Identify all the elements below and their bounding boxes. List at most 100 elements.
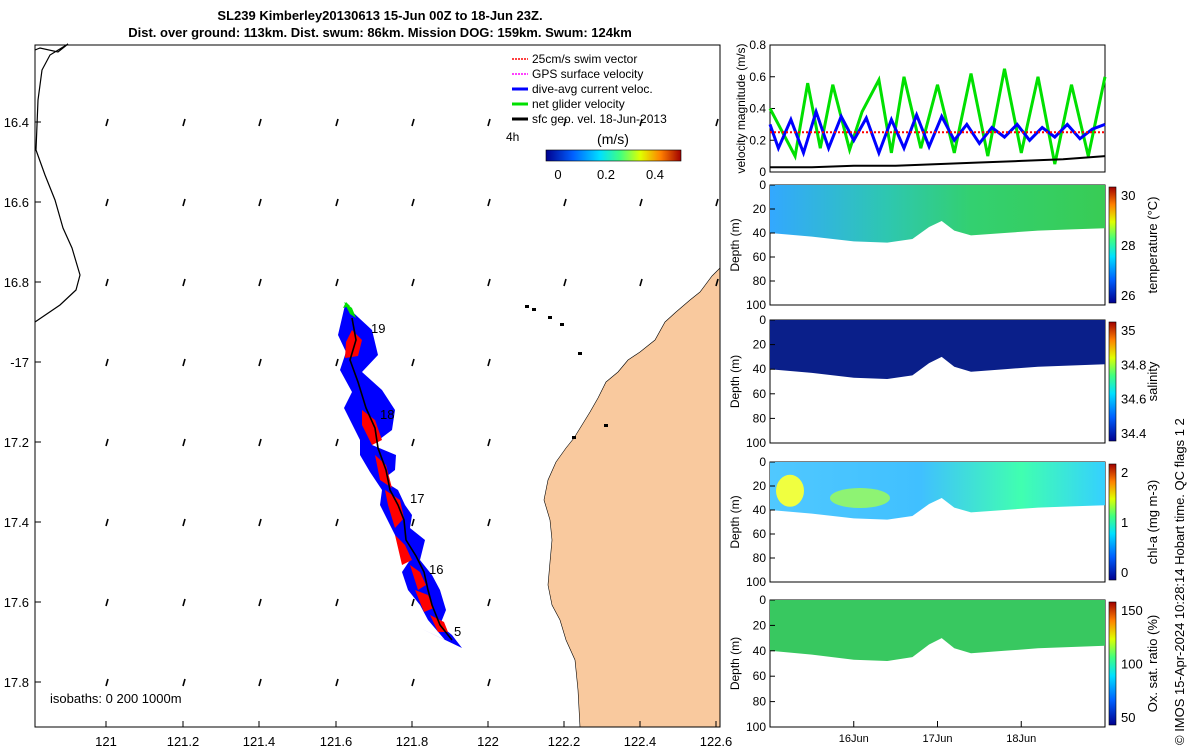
surface-velocity-arrow — [563, 278, 567, 287]
surface-velocity-arrow — [258, 118, 262, 127]
colorbar-tick-label: 50 — [1121, 710, 1135, 725]
surface-velocity-arrow — [715, 198, 719, 207]
section-data-fill — [770, 185, 1105, 243]
glider-track — [349, 317, 453, 641]
depth-tick-label: 0 — [759, 593, 766, 607]
surface-velocity-arrow — [411, 358, 415, 367]
map-x-tick-label: 122.6 — [700, 734, 733, 749]
colorbar-tick-label: 0.2 — [597, 167, 615, 182]
surface-velocity-arrow — [182, 358, 186, 367]
colorbar-label: chl-a (mg m-3) — [1145, 480, 1160, 565]
depth-axis-label: Depth (m) — [728, 218, 742, 271]
section-colorbar — [1108, 601, 1117, 726]
surface-velocity-arrow — [411, 518, 415, 527]
depth-tick-label: 100 — [746, 720, 766, 734]
surface-velocity-arrow — [258, 198, 262, 207]
surface-velocity-arrow — [182, 518, 186, 527]
surface-velocity-arrow — [487, 278, 491, 287]
map-y-tick-label: 16.8 — [4, 275, 29, 290]
depth-tick-label: 60 — [753, 527, 767, 541]
swim-vector-patch — [395, 535, 412, 565]
velocity-y-tick-label: 0 — [759, 165, 766, 179]
depth-tick-label: 60 — [753, 250, 767, 264]
island — [525, 305, 529, 308]
legend-entry: dive-avg current veloc. — [532, 82, 653, 96]
surface-velocity-arrow — [182, 678, 186, 687]
chl-high-patch — [776, 474, 804, 507]
surface-velocity-arrow — [411, 598, 415, 607]
colorbar-label: temperature (°C) — [1145, 197, 1160, 294]
surface-velocity-arrow — [335, 358, 339, 367]
legend-entry: net glider velocity — [532, 97, 625, 111]
title-line-1: SL239 Kimberley20130613 15-Jun 00Z to 18… — [217, 8, 543, 23]
day-label: 16 — [429, 562, 443, 577]
velocity-y-axis-label: velocity magnitude (m/s) — [734, 43, 748, 173]
map-x-tick-label: 121 — [95, 734, 117, 749]
velocity-y-tick-label: 0.8 — [749, 38, 766, 52]
velocity-y-tick-label: 0.6 — [749, 70, 766, 84]
depth-tick-label: 20 — [753, 618, 767, 632]
surface-velocity-arrow — [258, 518, 262, 527]
colorbar-tick-label: 0 — [554, 167, 561, 182]
surface-velocity-arrow — [411, 118, 415, 127]
island — [532, 308, 536, 311]
surface-velocity-arrow — [105, 438, 109, 447]
surface-velocity-arrow — [258, 358, 262, 367]
surface-velocity-arrow — [105, 518, 109, 527]
depth-axis-label: Depth (m) — [728, 495, 742, 548]
surface-velocity-arrow — [258, 278, 262, 287]
surface-velocity-arrow — [258, 438, 262, 447]
surface-velocity-arrow — [639, 198, 643, 207]
surface-velocity-arrow — [411, 678, 415, 687]
surface-velocity-arrow — [487, 198, 491, 207]
depth-tick-label: 20 — [753, 338, 767, 352]
depth-tick-label: 100 — [746, 436, 766, 450]
surface-velocity-arrow — [487, 358, 491, 367]
colorbar-tick-label: 34.8 — [1121, 357, 1146, 372]
velocity-y-tick-label: 0.2 — [749, 133, 766, 147]
depth-tick-label: 100 — [746, 575, 766, 589]
island — [578, 352, 582, 355]
swim-vector-patch — [410, 565, 426, 590]
time-x-tick-label: 16Jun — [839, 733, 869, 745]
surface-velocity-arrow — [411, 438, 415, 447]
swim-vector-patch — [385, 490, 404, 528]
swim-vector-patch — [415, 590, 434, 612]
landmass — [543, 267, 721, 728]
time-x-tick-label: 18Jun — [1006, 733, 1036, 745]
surface-velocity-arrow — [639, 278, 643, 287]
surface-velocity-arrow — [715, 278, 719, 287]
map-y-tick-label: 16.4 — [4, 115, 29, 130]
surface-velocity-arrow — [487, 518, 491, 527]
dive-avg-current-polygon — [338, 305, 462, 648]
map-x-tick-label: 121.2 — [167, 734, 200, 749]
depth-axis-label: Depth (m) — [728, 637, 742, 690]
colorbar-tick-label: 34.4 — [1121, 426, 1146, 441]
map-y-tick-label: 17.6 — [4, 595, 29, 610]
colorbar-label: Ox. sat. ratio (%) — [1145, 615, 1160, 713]
depth-tick-label: 0 — [759, 455, 766, 469]
map-frame — [34, 44, 721, 728]
depth-tick-label: 60 — [753, 669, 767, 683]
depth-axis-label: Depth (m) — [728, 355, 742, 408]
map-y-tick-label: 17.8 — [4, 675, 29, 690]
surface-velocity-arrow — [182, 118, 186, 127]
surface-velocity-arrow — [182, 198, 186, 207]
surface-velocity-arrow — [105, 358, 109, 367]
map-panel: 121 121.2 121.4 121.6 121.8 122 122.2 122.4 122.… — [4, 43, 733, 749]
colorbar-tick-label: 150 — [1121, 603, 1143, 618]
map-x-tick-label: 121.4 — [243, 734, 276, 749]
surface-velocity-arrow — [258, 678, 262, 687]
section-colorbar — [1108, 186, 1117, 304]
surface-velocity-arrow — [335, 518, 339, 527]
legend-entry: GPS surface velocity — [532, 67, 643, 81]
colorbar-tick-label: 30 — [1121, 188, 1135, 203]
surface-velocity-arrow — [563, 198, 567, 207]
map-y-tick-label: 17.2 — [4, 435, 29, 450]
surface-velocity-arrow — [105, 118, 109, 127]
surface-velocity-arrow — [715, 118, 719, 127]
depth-tick-label: 20 — [753, 479, 767, 493]
day-label: 19 — [371, 321, 385, 336]
depth-tick-label: 0 — [759, 178, 766, 192]
